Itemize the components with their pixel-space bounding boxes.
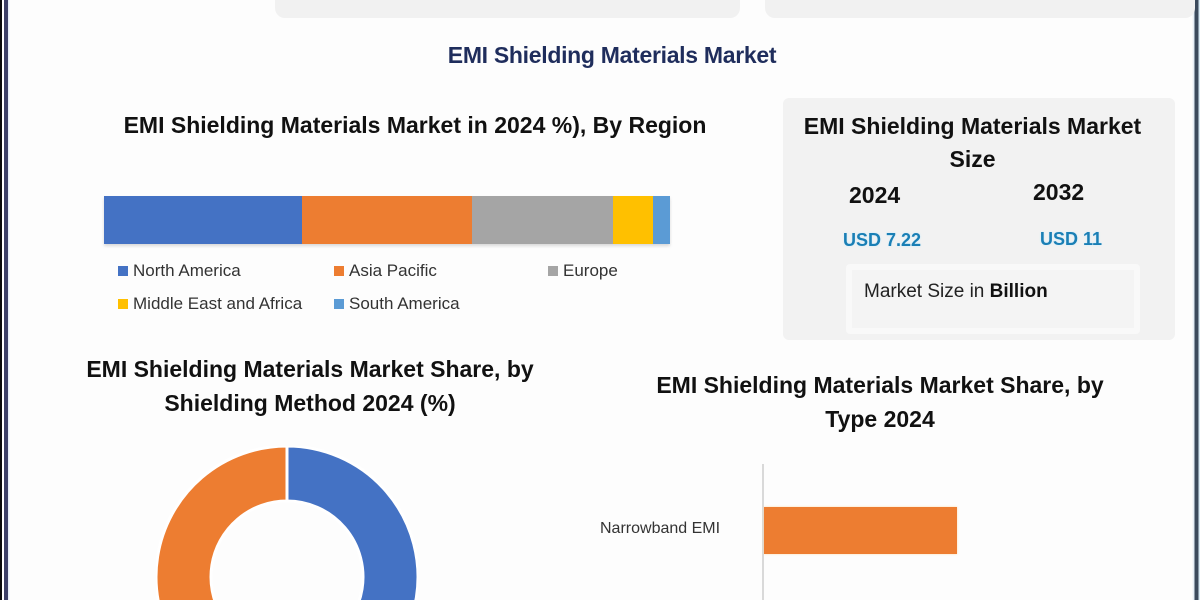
- unit-prefix: Market Size in: [864, 281, 990, 302]
- category-axis: [762, 464, 764, 600]
- region-chart-title: EMI Shielding Materials Market in 2024 %…: [123, 112, 707, 138]
- legend-label: Europe: [563, 261, 618, 280]
- legend-swatch-icon: [118, 299, 128, 309]
- stack-segment: [104, 196, 303, 244]
- legend-item-south-america: South America: [334, 294, 460, 314]
- stack-segment: [471, 196, 614, 244]
- shielding-method-chart-title: EMI Shielding Materials Market Share, by…: [86, 356, 534, 416]
- top-card-left: [275, 0, 740, 18]
- donut-segment: [156, 446, 289, 600]
- top-card-right: [765, 0, 1195, 18]
- year-2024-label: 2024: [849, 182, 901, 208]
- bar-label-narrowband-emi: Narrowband EMI: [600, 520, 721, 537]
- legend-swatch-icon: [548, 266, 558, 276]
- region-stacked-bar: [104, 196, 670, 244]
- legend-item-asia-pacific: Asia Pacific: [334, 261, 437, 281]
- legend-item-north-america: North America: [118, 261, 241, 281]
- stack-segment: [302, 196, 472, 244]
- legend-label: Asia Pacific: [349, 261, 437, 280]
- market-size-title: EMI Shielding Materials Market Size: [803, 113, 1142, 172]
- stack-segment: [653, 196, 670, 244]
- bar-narrowband-emi: [764, 507, 958, 554]
- legend-swatch-icon: [118, 266, 128, 276]
- shielding-method-donut-chart: [156, 446, 418, 600]
- legend-item-europe: Europe: [548, 261, 618, 281]
- left-frame-border: [0, 0, 10, 600]
- stack-segment: [613, 196, 653, 244]
- legend-label: Middle East and Africa: [133, 294, 303, 313]
- legend-swatch-icon: [334, 266, 344, 276]
- unit-bold: Billion: [989, 281, 1048, 302]
- value-2024: USD 7.22: [843, 230, 922, 250]
- legend-swatch-icon: [334, 299, 344, 309]
- legend-item-middle-east-africa: Middle East and Africa: [118, 294, 302, 314]
- value-2032: USD 11: [1040, 229, 1103, 249]
- donut-segment: [285, 446, 418, 600]
- page-title: EMI Shielding Materials Market: [447, 42, 777, 68]
- unit-text: Market Size in Billion: [864, 281, 1048, 303]
- type-chart-title: EMI Shielding Materials Market Share, by…: [656, 372, 1104, 432]
- year-2032-label: 2032: [1033, 179, 1085, 205]
- right-frame-border: [1192, 0, 1200, 600]
- legend-label: South America: [349, 294, 460, 313]
- legend-label: North America: [133, 261, 241, 280]
- unit-box: [846, 264, 1140, 334]
